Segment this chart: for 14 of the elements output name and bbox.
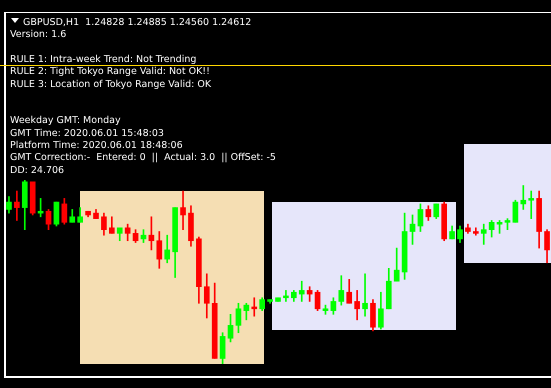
candlestick: [504, 218, 510, 230]
text: Platform Time: 2020.06.01 18:48:06: [10, 140, 183, 151]
text: DD: 24.706: [10, 164, 64, 176]
candlestick: [180, 190, 186, 230]
text: GMT Correction:- Entered: 0 || Actual: 3.0 || OffSet: -5: [10, 152, 276, 164]
text: Version: 1.6: [10, 29, 66, 40]
text: Weekday GMT: Monday: [10, 115, 121, 126]
candlestick: [362, 274, 368, 316]
text: RULE 2: Tight Tokyo Range Valid: Not OK!!: [10, 66, 210, 78]
candlestick: [496, 220, 502, 234]
text: RULE 3: Location of Tokyo Range Valid: OK: [10, 78, 212, 90]
text: GMT Time: 2020.06.01 15:48:03: [10, 128, 164, 139]
chart-title: GBPUSD,H1 1.24828 1.24885 1.24560 1.24612: [23, 17, 252, 28]
text: RULE 1: Intra-week Trend: Not Trending: [10, 54, 196, 65]
